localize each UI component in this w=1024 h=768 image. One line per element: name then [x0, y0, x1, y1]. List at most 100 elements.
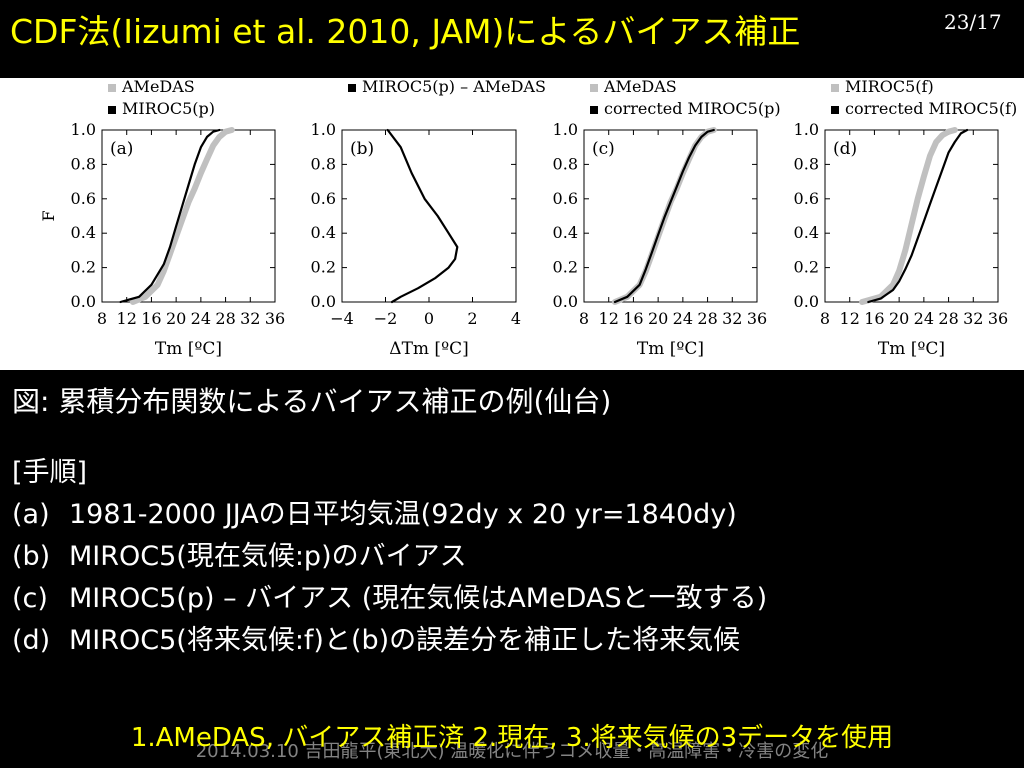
legend-label: AMeDAS: [603, 78, 677, 96]
x-tick-label: 36: [747, 309, 767, 328]
step-d: (d) MIROC5(将来気候:f)と(b)の誤差分を補正した将来気候: [12, 620, 767, 662]
x-axis-label: Tm [ºC]: [878, 339, 945, 359]
y-tick-label: 0.0: [311, 292, 336, 311]
step-text: MIROC5(現在気候:p)のバイアス: [69, 541, 467, 572]
x-tick-label: 24: [191, 309, 211, 328]
y-tick-label: 0.2: [553, 258, 578, 277]
page-number: 23/17: [944, 10, 1002, 34]
step-text: 1981-2000 JJAの日平均気温(92dy x 20 yr=1840dy): [69, 499, 737, 530]
legend-label: MIROC5(f): [845, 78, 934, 96]
steps-list: [手順] (a) 1981-2000 JJAの日平均気温(92dy x 20 yr…: [12, 452, 767, 662]
step-label: (d): [12, 625, 51, 656]
y-tick-label: 0.0: [553, 292, 578, 311]
y-tick-label: 0.6: [794, 189, 819, 208]
x-tick-label: 20: [889, 309, 909, 328]
x-axis-label: Tm [ºC]: [155, 339, 222, 359]
legend-swatch: [831, 106, 839, 114]
legend-label: MIROC5(p): [122, 99, 215, 118]
y-tick-label: 0.4: [553, 223, 578, 242]
x-tick-label: 28: [215, 309, 235, 328]
slide-title: CDF法(Iizumi et al. 2010, JAM)によるバイアス補正: [10, 12, 801, 51]
panel-label: (b): [350, 139, 374, 159]
panel-label: (d): [833, 139, 857, 159]
steps-heading: [手順]: [12, 457, 88, 488]
y-tick-label: 0.8: [794, 154, 819, 173]
x-tick-label: 16: [141, 309, 161, 328]
y-tick-label: 0.2: [311, 258, 336, 277]
y-tick-label: 0.4: [71, 223, 96, 242]
data-usage-note: 1.AMeDAS, バイアス補正済 2.現在, 3.将来気候の3データを使用: [130, 723, 894, 753]
y-tick-label: 0.4: [311, 223, 336, 242]
x-tick-label: 32: [240, 309, 260, 328]
x-tick-label: 28: [938, 309, 958, 328]
step-text: MIROC5(p) – バイアス (現在気候はAMeDASと一致する): [69, 583, 768, 614]
cdf-panels-svg: 8 12 16 20 24 28 32 360.00.20.40.60.81.0AMeDASM…: [39, 78, 1017, 359]
x-tick-label: 2: [467, 309, 477, 328]
legend-label: MIROC5(p) – AMeDAS: [362, 78, 546, 96]
x-tick-label: 12: [840, 309, 860, 328]
x-tick-label: 32: [963, 309, 983, 328]
x-tick-label: 0: [424, 309, 434, 328]
plot-frame: [583, 129, 758, 303]
step-a: (a) 1981-2000 JJAの日平均気温(92dy x 20 yr=1840…: [12, 494, 767, 536]
legend-label: corrected MIROC5(p): [604, 99, 781, 118]
step-label: (a): [12, 499, 50, 530]
series-line: [386, 128, 459, 304]
x-tick-label: −2: [374, 309, 398, 328]
x-tick-label: 20: [648, 309, 668, 328]
x-tick-label: 12: [599, 309, 619, 328]
panel-label: (c): [592, 139, 615, 159]
x-tick-label: 8: [97, 309, 107, 328]
series-line: [859, 127, 958, 305]
x-tick-label: 20: [166, 309, 186, 328]
legend-swatch: [108, 106, 116, 114]
y-tick-label: 0.8: [311, 154, 336, 173]
step-label: (b): [12, 541, 51, 572]
panel-label: (a): [110, 139, 133, 159]
y-tick-label: 0.2: [71, 258, 96, 277]
y-axis-label: F: [39, 210, 58, 221]
x-tick-label: −4: [330, 309, 354, 328]
cdf-figure: 8 12 16 20 24 28 32 36 0.0 0.2 0.4 0.6 0.8 1.0 AMeDAS M…: [0, 78, 1024, 370]
legend-swatch: [831, 84, 839, 92]
x-tick-label: 24: [914, 309, 934, 328]
x-tick-label: 32: [722, 309, 742, 328]
x-tick-label: 36: [988, 309, 1008, 328]
legend-label: AMeDAS: [121, 78, 195, 96]
y-tick-label: 0.4: [794, 223, 819, 242]
series-line: [129, 127, 235, 305]
y-tick-label: 1.0: [311, 120, 336, 139]
x-tick-label: 28: [697, 309, 717, 328]
y-tick-label: 0.6: [71, 189, 96, 208]
x-tick-label: 8: [579, 309, 589, 328]
legend-swatch: [348, 84, 356, 92]
legend-label: corrected MIROC5(f): [845, 99, 1017, 118]
y-tick-label: 1.0: [553, 120, 578, 139]
step-label: (c): [12, 583, 48, 614]
y-tick-label: 0.8: [71, 154, 96, 173]
y-tick-label: 0.0: [71, 292, 96, 311]
series-line: [119, 128, 221, 304]
x-tick-label: 16: [623, 309, 643, 328]
series-line: [867, 128, 969, 304]
y-tick-label: 0.8: [553, 154, 578, 173]
x-tick-label: 4: [511, 309, 521, 328]
x-tick-label: 36: [265, 309, 285, 328]
y-tick-label: 1.0: [794, 120, 819, 139]
step-text: MIROC5(将来気候:f)と(b)の誤差分を補正した将来気候: [69, 625, 741, 656]
y-tick-label: 1.0: [71, 120, 96, 139]
step-c: (c) MIROC5(p) – バイアス (現在気候はAMeDASと一致する): [12, 578, 767, 620]
y-tick-label: 0.6: [311, 189, 336, 208]
series-line: [613, 128, 715, 304]
figure-caption: 図: 累積分布関数によるバイアス補正の例(仙台): [12, 385, 612, 418]
x-axis-label: Tm [ºC]: [637, 339, 704, 359]
x-tick-label: 16: [864, 309, 884, 328]
x-tick-label: 12: [117, 309, 137, 328]
x-tick-label: 8: [820, 309, 830, 328]
x-axis-label: ΔTm [ºC]: [389, 339, 468, 359]
footer-text: 2014.03.10 吉田龍平(東北大) 温暖化に伴うコメ収量・高温障害・冷害の…: [195, 741, 829, 762]
step-b: (b) MIROC5(現在気候:p)のバイアス: [12, 536, 767, 578]
y-tick-label: 0.6: [553, 189, 578, 208]
legend-swatch: [590, 106, 598, 114]
legend-swatch: [590, 84, 598, 92]
